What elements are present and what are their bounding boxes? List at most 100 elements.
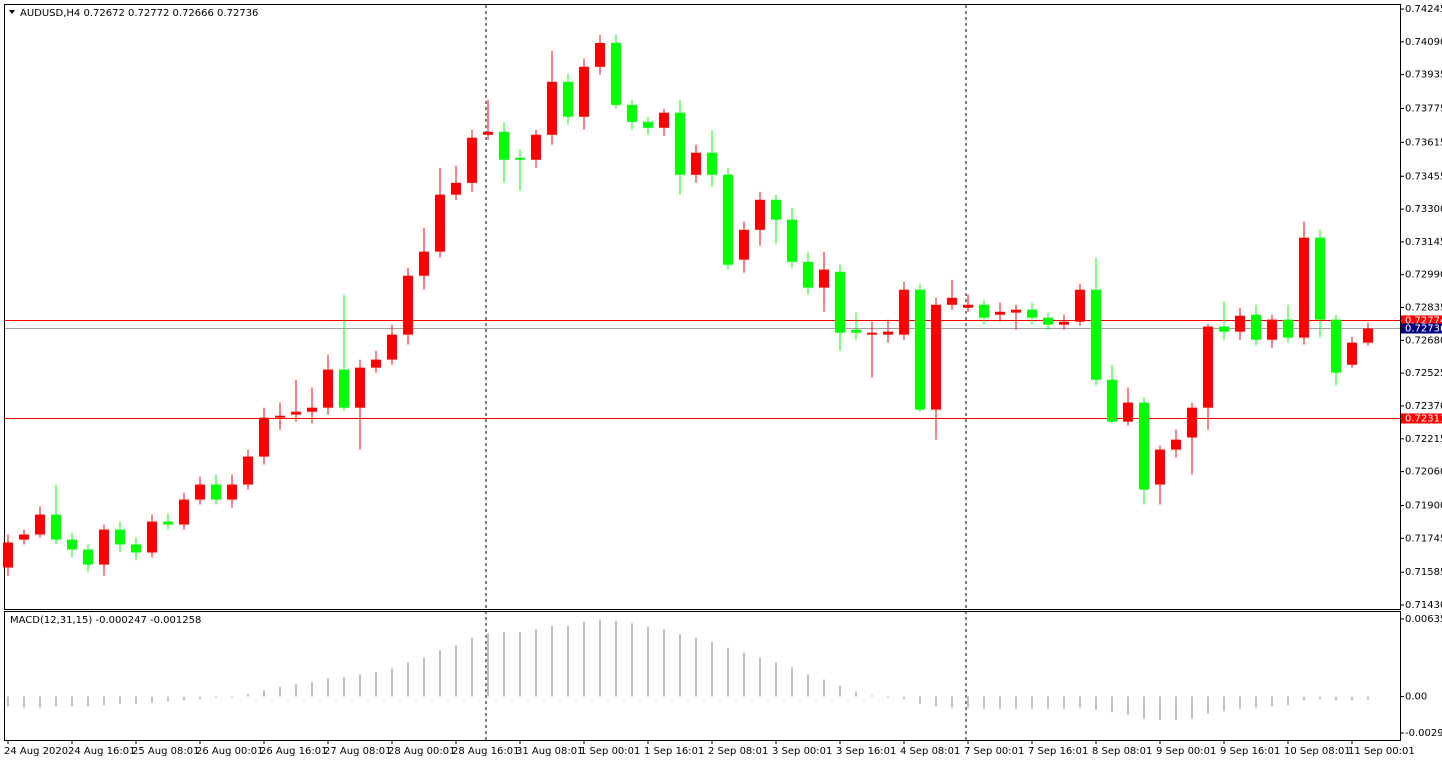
candle-body (1139, 402, 1149, 490)
candle-body (1347, 342, 1357, 365)
x-tick-label: 7 Sep 00:01 (964, 746, 1024, 757)
menu-arrow[interactable] (9, 10, 15, 14)
y-tick-label: 0.73775 (1405, 104, 1442, 115)
candle-body (547, 81, 557, 135)
candle-body (483, 131, 493, 135)
candle-body (579, 66, 589, 117)
price-tag (1401, 413, 1442, 424)
macd-bar (583, 622, 585, 697)
macd-bar (1303, 696, 1305, 701)
candle-body (451, 182, 461, 195)
candle-body (259, 417, 269, 457)
x-tick-label: 4 Sep 08:01 (900, 746, 960, 757)
candle-body (675, 112, 685, 175)
macd-bar (183, 696, 185, 701)
macd-bar (119, 696, 121, 704)
macd-bar (951, 696, 953, 708)
macd-bar (167, 696, 169, 702)
macd-bar (871, 695, 873, 697)
macd-bar (727, 647, 729, 697)
candle-body (787, 219, 797, 262)
x-tick-label: 11 Sep 00:01 (1348, 746, 1415, 757)
macd-bar (231, 696, 233, 698)
candle-body (1091, 289, 1101, 380)
macd-bar (247, 694, 249, 697)
candle-body (35, 514, 45, 535)
candle-body (131, 544, 141, 553)
macd-bar (199, 696, 201, 700)
macd-bar (775, 662, 777, 697)
macd-bar (535, 629, 537, 697)
candle-body (227, 484, 237, 500)
x-tick-label: 31 Aug 08:01 (516, 746, 583, 757)
macd-bar (919, 696, 921, 704)
candle-body (1267, 319, 1277, 340)
macd-bar (551, 625, 553, 697)
candle-body (1075, 289, 1085, 322)
x-tick-label: 7 Sep 16:01 (1028, 746, 1088, 757)
macd-bar (263, 690, 265, 697)
macd-bar (39, 696, 41, 708)
x-tick-label: 28 Aug 16:01 (452, 746, 519, 757)
x-tick-label: 9 Sep 00:01 (1156, 746, 1216, 757)
candle-body (515, 157, 525, 160)
candle-body (163, 521, 173, 525)
macd-bar (695, 637, 697, 697)
x-tick-label: 9 Sep 16:01 (1220, 746, 1280, 757)
candle-body (499, 131, 509, 160)
candle-body (707, 152, 717, 175)
candle-body (1011, 309, 1021, 313)
candle-body (51, 514, 61, 540)
x-tick-label: 1 Sep 00:01 (580, 746, 640, 757)
macd-bar (567, 625, 569, 697)
macd-bar (23, 696, 25, 708)
candle-body (371, 359, 381, 368)
candle-body (1283, 319, 1293, 338)
y-tick-label: 0.73455 (1405, 171, 1442, 182)
macd-bar (599, 619, 601, 697)
price-tag (1401, 315, 1442, 326)
candle-body (979, 304, 989, 318)
x-tick-label: 28 Aug 00:01 (388, 746, 455, 757)
macd-bar (839, 685, 841, 697)
macd-bar (407, 662, 409, 697)
candle-body (435, 194, 445, 252)
macd-bar (759, 657, 761, 697)
candle-body (115, 529, 125, 545)
candle-body (819, 269, 829, 288)
macd-bar (455, 645, 457, 697)
macd-bar (1351, 696, 1353, 701)
candle-body (99, 529, 109, 565)
macd-bar (823, 679, 825, 697)
macd-bar (1063, 696, 1065, 709)
candle-body (1187, 407, 1197, 438)
candle-body (851, 329, 861, 333)
macd-bar (471, 637, 473, 697)
x-tick-label: 2 Sep 08:01 (708, 746, 768, 757)
y-tick-label: 0.72215 (1405, 434, 1442, 445)
macd-bar (151, 696, 153, 703)
macd-bar (1207, 696, 1209, 714)
candle-body (867, 332, 877, 335)
y-tick-label: 0.71745 (1405, 533, 1442, 544)
macd-bar (279, 686, 281, 697)
candle-body (563, 81, 573, 117)
macd-bar (295, 684, 297, 697)
macd-bar (423, 657, 425, 697)
candle-body (803, 261, 813, 288)
macd-bar (1367, 696, 1369, 700)
macd-bar (647, 626, 649, 697)
candle-body (1299, 237, 1309, 338)
macd-bar (503, 631, 505, 697)
macd-bar (887, 696, 889, 698)
y-tick-label: 0.00635 (1405, 614, 1442, 625)
macd-bar (343, 677, 345, 697)
y-tick-label: 0.73145 (1405, 237, 1442, 248)
candle-body (307, 407, 317, 412)
candle-body (931, 304, 941, 410)
price-frame (4, 4, 1401, 610)
x-tick-label: 3 Sep 00:01 (772, 746, 832, 757)
candle-body (3, 542, 13, 568)
macd-bar (1255, 696, 1257, 708)
